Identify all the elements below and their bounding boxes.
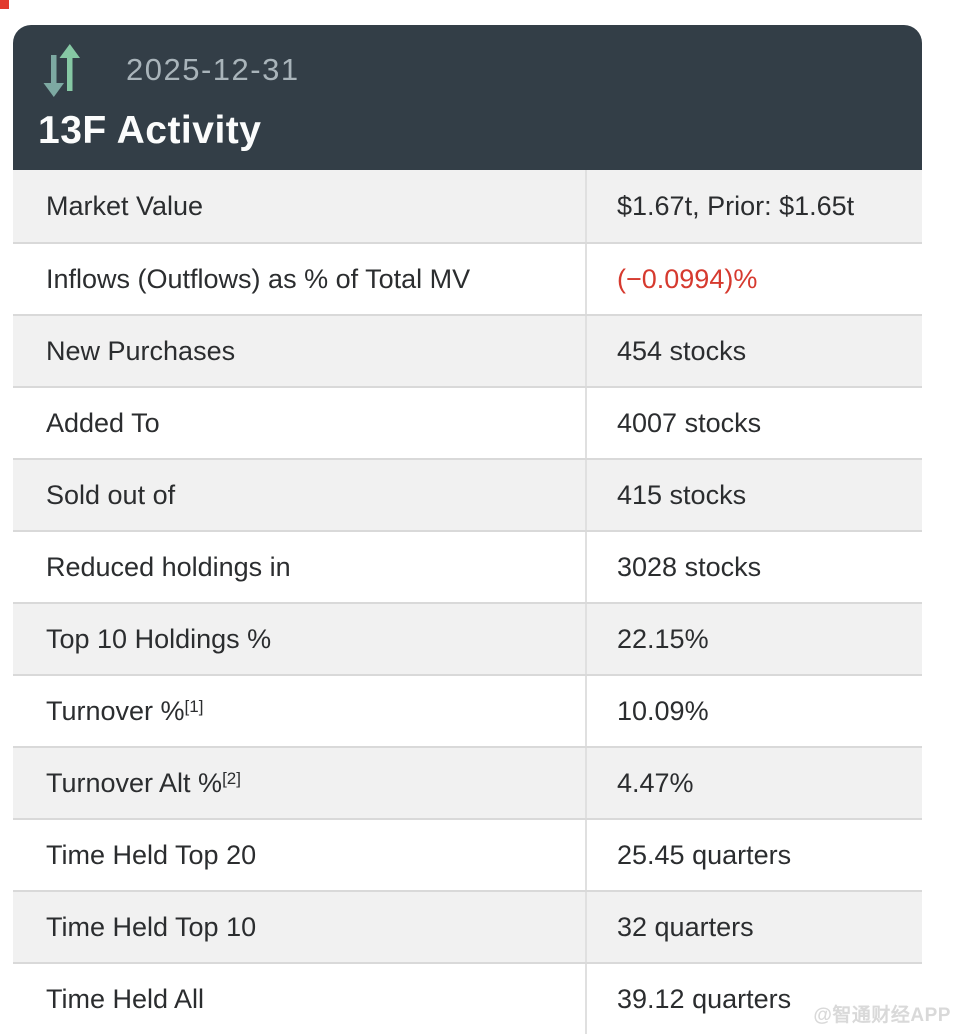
card-title: 13F Activity: [38, 109, 262, 152]
row-value: 39.12 quarters: [585, 964, 922, 1034]
table-row: Added To 4007 stocks: [13, 386, 922, 458]
up-down-arrows-icon: [38, 41, 86, 99]
row-value: 4007 stocks: [585, 388, 922, 458]
row-value: 25.45 quarters: [585, 820, 922, 890]
corner-red-mark: [0, 0, 9, 9]
table-row: Market Value $1.67t, Prior: $1.65t: [13, 170, 922, 242]
row-value: (−0.0994)%: [585, 244, 922, 314]
table-row: Turnover % [1] 10.09%: [13, 674, 922, 746]
row-label: Inflows (Outflows) as % of Total MV: [46, 263, 471, 294]
table-row: Top 10 Holdings % 22.15%: [13, 602, 922, 674]
card-header: 2025-12-31 13F Activity: [13, 25, 922, 170]
table-row: Reduced holdings in 3028 stocks: [13, 530, 922, 602]
row-value: 10.09%: [585, 676, 922, 746]
header-top-row: 2025-12-31: [38, 39, 922, 101]
row-label: Market Value: [46, 190, 204, 221]
table-row: New Purchases 454 stocks: [13, 314, 922, 386]
row-value: 454 stocks: [585, 316, 922, 386]
table-row: Time Held Top 10 32 quarters: [13, 890, 922, 962]
table-row: Sold out of 415 stocks: [13, 458, 922, 530]
row-label: Added To: [46, 407, 160, 438]
13f-activity-card: 2025-12-31 13F Activity Market Value $1.…: [13, 25, 922, 1034]
table-row: Time Held Top 20 25.45 quarters: [13, 818, 922, 890]
row-value: 22.15%: [585, 604, 922, 674]
row-value: $1.67t, Prior: $1.65t: [585, 170, 922, 242]
table-row: Inflows (Outflows) as % of Total MV (−0.…: [13, 242, 922, 314]
row-label: Turnover Alt % [2]: [46, 767, 241, 798]
row-value: 3028 stocks: [585, 532, 922, 602]
row-label: Turnover % [1]: [46, 695, 204, 726]
row-label: Reduced holdings in: [46, 551, 291, 582]
row-value: 4.47%: [585, 748, 922, 818]
row-label: Top 10 Holdings %: [46, 623, 272, 654]
row-label: New Purchases: [46, 335, 236, 366]
watermark: @智通财经APP: [813, 1005, 951, 1026]
row-value: 415 stocks: [585, 460, 922, 530]
table-row: Time Held All 39.12 quarters: [13, 962, 922, 1034]
table-row: Turnover Alt % [2] 4.47%: [13, 746, 922, 818]
row-label: Time Held Top 20: [46, 839, 257, 870]
report-date: 2025-12-31: [126, 52, 300, 87]
row-label: Time Held Top 10: [46, 911, 257, 942]
row-value: 32 quarters: [585, 892, 922, 962]
row-label: Sold out of: [46, 479, 176, 510]
row-label: Time Held All: [46, 983, 205, 1014]
activity-table: Market Value $1.67t, Prior: $1.65t Inflo…: [13, 170, 922, 1034]
